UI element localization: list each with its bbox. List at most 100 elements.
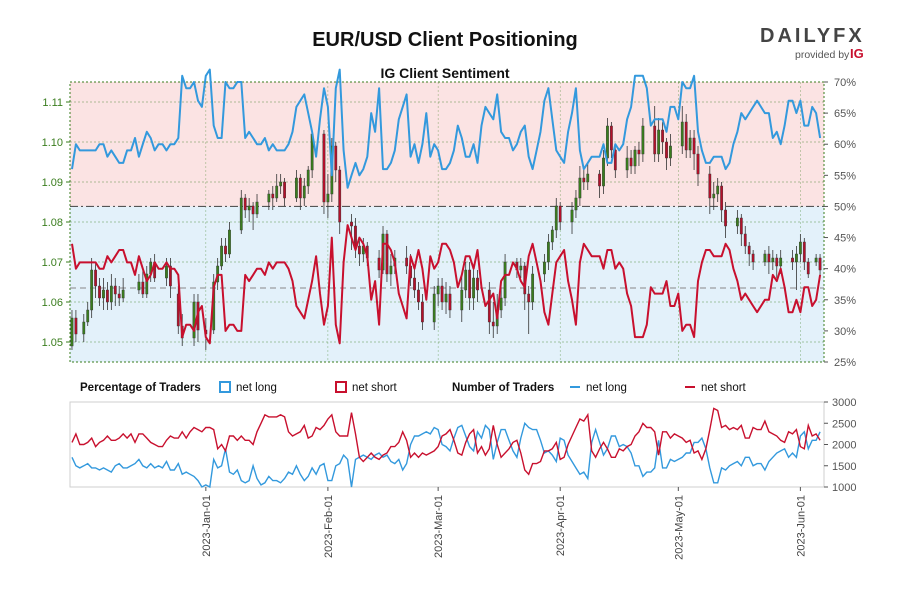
candle-body bbox=[86, 309, 90, 323]
pct-tick-label: 30% bbox=[834, 326, 856, 338]
candle-body bbox=[448, 293, 452, 311]
candle-body bbox=[751, 253, 755, 263]
count-tick-label: 1500 bbox=[832, 461, 856, 473]
legend-percentage-header: Percentage of Traders bbox=[80, 382, 201, 394]
candle-body bbox=[476, 277, 479, 291]
candle-body bbox=[350, 221, 353, 227]
price-tick-label: 1.08 bbox=[42, 217, 63, 229]
candle-body bbox=[358, 245, 361, 255]
candle-body bbox=[302, 185, 306, 199]
lower-panel-frame bbox=[69, 401, 825, 488]
net-long-count-line bbox=[71, 421, 821, 489]
candle-body bbox=[275, 185, 279, 199]
candle-body bbox=[98, 285, 101, 299]
candle-body bbox=[334, 145, 338, 171]
candle-body bbox=[570, 209, 574, 223]
candle-body bbox=[578, 177, 582, 199]
candle-body bbox=[169, 265, 172, 287]
candle-body bbox=[602, 157, 605, 187]
candle-body bbox=[641, 125, 645, 155]
brand-logo: DAILYFX provided by IG bbox=[760, 25, 864, 61]
candle-body bbox=[547, 241, 550, 263]
candle-body bbox=[531, 273, 535, 303]
candle-body bbox=[791, 257, 794, 263]
candle-body bbox=[421, 301, 424, 323]
count-tick-label: 2500 bbox=[832, 418, 856, 430]
lower-panel: 1000 1500 2000 2500 3000 2023-Jan-01 2023-Feb… bbox=[69, 397, 856, 560]
candle-body bbox=[417, 289, 420, 303]
candle-body bbox=[779, 257, 783, 267]
candle-body bbox=[818, 257, 822, 271]
candle-body bbox=[653, 125, 657, 155]
pct-tick-label: 25% bbox=[834, 357, 856, 369]
candle-body bbox=[680, 121, 684, 147]
candle-body bbox=[669, 145, 672, 159]
legend-num-long: net long bbox=[586, 382, 627, 394]
date-axis: 2023-Jan-01 2023-Feb-01 2023-Mar-01 2023-Ap… bbox=[201, 487, 807, 560]
candle-body bbox=[613, 149, 617, 171]
candle-body bbox=[775, 257, 779, 267]
candle-body bbox=[724, 209, 727, 227]
candle-body bbox=[767, 253, 771, 263]
candle-body bbox=[220, 245, 223, 267]
pct-tick-label: 40% bbox=[834, 264, 856, 276]
chart-title: EUR/USD Client Positioning bbox=[312, 29, 578, 51]
legend-pct-long: net long bbox=[236, 382, 277, 394]
candle-body bbox=[629, 157, 633, 167]
candle-body bbox=[295, 177, 298, 199]
candle-body bbox=[322, 133, 326, 203]
candle-body bbox=[747, 245, 751, 255]
candle-body bbox=[735, 217, 739, 227]
percentage-axis: 25% 30% 35% 40% 45% 50% 55% 60% 65% 70% bbox=[824, 77, 856, 369]
candle-body bbox=[464, 269, 468, 291]
candle-body bbox=[665, 141, 668, 159]
count-axis: 1000 1500 2000 2500 3000 bbox=[824, 397, 856, 494]
candle-body bbox=[468, 269, 472, 299]
candle-body bbox=[82, 321, 86, 335]
candle-body bbox=[798, 241, 802, 255]
candle-body bbox=[720, 185, 724, 211]
pct-tick-label: 70% bbox=[834, 77, 856, 89]
candle-body bbox=[326, 193, 330, 203]
candle-body bbox=[633, 149, 637, 167]
pct-tick-label: 65% bbox=[834, 108, 856, 120]
candle-body bbox=[472, 277, 475, 299]
legend-number-header: Number of Traders bbox=[452, 382, 554, 394]
candle-body bbox=[716, 185, 720, 195]
candle-body bbox=[440, 285, 444, 303]
pct-tick-label: 35% bbox=[834, 295, 856, 307]
net-long-pct-line bbox=[71, 68, 822, 189]
candle-body bbox=[657, 129, 661, 155]
candle-body bbox=[550, 229, 554, 243]
reference-lines bbox=[70, 205, 824, 289]
candle-body bbox=[70, 317, 74, 347]
candle-body bbox=[117, 293, 121, 299]
candle-body bbox=[243, 197, 247, 211]
net-short-pct-line bbox=[71, 224, 822, 345]
candle-body bbox=[625, 157, 629, 171]
candle-body bbox=[338, 169, 342, 223]
candle-body bbox=[298, 177, 302, 199]
sentiment-lines bbox=[71, 68, 822, 345]
candle-body bbox=[74, 317, 78, 335]
price-tick-label: 1.10 bbox=[42, 137, 63, 149]
candle-body bbox=[377, 257, 381, 271]
candle-body bbox=[460, 289, 464, 311]
candle-body bbox=[708, 173, 712, 199]
date-tick-label: 2023-Feb-01 bbox=[323, 495, 335, 558]
candle-body bbox=[306, 169, 310, 187]
candle-body bbox=[806, 261, 810, 275]
candle-body bbox=[610, 125, 613, 151]
candle-body bbox=[165, 265, 168, 279]
price-tick-label: 1.11 bbox=[42, 97, 63, 109]
date-tick-label: 2023-Apr-01 bbox=[555, 495, 567, 556]
candle-body bbox=[582, 177, 586, 183]
brand-partner: IG bbox=[850, 46, 864, 61]
candle-body bbox=[814, 257, 818, 263]
candle-body bbox=[141, 281, 145, 295]
candle-body bbox=[109, 285, 113, 303]
candle-body bbox=[763, 253, 767, 263]
candle-body bbox=[771, 257, 775, 263]
candle-body bbox=[661, 129, 664, 143]
candle-body bbox=[696, 153, 700, 175]
